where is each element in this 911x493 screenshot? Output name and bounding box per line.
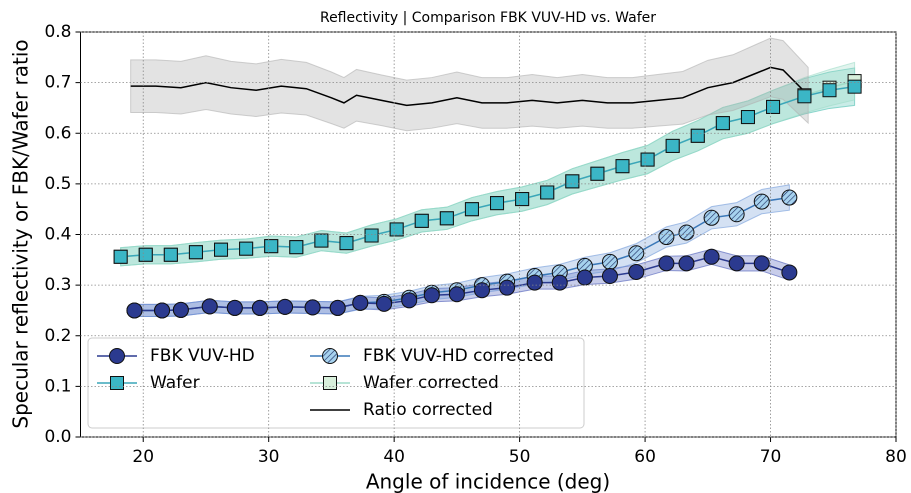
marker	[628, 245, 645, 262]
marker	[658, 229, 675, 246]
x-tick-label: 80	[885, 447, 907, 467]
marker	[264, 239, 279, 254]
marker	[329, 299, 346, 316]
y-tick-label: 0.1	[44, 376, 71, 396]
marker	[490, 196, 505, 211]
marker	[401, 292, 418, 309]
marker	[703, 248, 720, 265]
x-tick-label: 20	[132, 447, 154, 467]
marker	[515, 192, 530, 207]
y-tick-label: 0.5	[44, 174, 71, 194]
marker	[540, 185, 555, 200]
marker	[352, 294, 369, 311]
marker	[576, 269, 593, 286]
marker	[448, 286, 465, 303]
marker	[464, 202, 479, 217]
y-tick-label: 0.3	[44, 275, 71, 295]
marker	[226, 299, 243, 316]
series-line	[130, 66, 809, 107]
marker	[113, 249, 128, 264]
marker	[590, 166, 605, 181]
x-tick-label: 70	[760, 447, 782, 467]
y-tick-label: 0.8	[44, 22, 71, 42]
marker	[526, 274, 543, 291]
error-band	[130, 37, 809, 132]
y-tick-label: 0.7	[44, 73, 71, 93]
marker	[628, 263, 645, 280]
marker	[110, 376, 124, 390]
legend-label: Wafer corrected	[363, 373, 499, 393]
marker	[289, 240, 304, 255]
marker	[414, 213, 429, 228]
marker	[615, 159, 630, 174]
x-axis-label: Angle of incidence (deg)	[366, 470, 610, 493]
marker	[499, 279, 516, 296]
marker	[277, 298, 294, 315]
marker	[640, 152, 655, 167]
marker	[781, 264, 798, 281]
marker	[389, 222, 404, 237]
marker	[753, 255, 770, 272]
marker	[565, 174, 580, 189]
marker	[766, 99, 781, 114]
marker	[703, 209, 720, 226]
marker	[678, 255, 695, 272]
x-tick-label: 60	[634, 447, 656, 467]
marker	[322, 348, 338, 364]
chart-title: Reflectivity | Comparison FBK VUV-HD vs.…	[320, 10, 656, 26]
marker	[201, 298, 218, 315]
legend-label: Ratio corrected	[363, 400, 493, 420]
y-tick-label: 0.2	[44, 326, 71, 346]
marker	[439, 211, 454, 226]
marker	[601, 253, 618, 270]
marker	[473, 282, 490, 299]
marker	[740, 110, 755, 125]
marker	[323, 376, 337, 390]
marker	[314, 233, 329, 248]
legend-label: Wafer	[150, 373, 200, 393]
marker	[364, 228, 379, 243]
marker	[658, 255, 675, 272]
legend: FBK VUV-HD Wafer FBK VUV-HD corrected Wafer…	[87, 337, 585, 429]
marker	[665, 138, 680, 153]
marker	[690, 128, 705, 143]
marker	[376, 295, 393, 312]
marker	[138, 247, 153, 262]
marker	[109, 348, 125, 364]
marker	[423, 287, 440, 304]
marker	[601, 268, 618, 285]
marker	[126, 302, 143, 319]
y-tick-label: 0.6	[44, 123, 71, 143]
marker	[339, 236, 354, 251]
legend-label: FBK VUV-HD	[150, 346, 255, 366]
marker	[753, 193, 770, 210]
marker	[728, 206, 745, 223]
marker	[822, 83, 837, 98]
marker	[188, 245, 203, 260]
marker	[154, 302, 171, 319]
x-tick-label: 50	[509, 447, 531, 467]
marker	[715, 116, 730, 131]
x-tick-label: 40	[383, 447, 405, 467]
y-tick-label: 0.4	[44, 225, 71, 245]
marker	[163, 247, 178, 262]
legend-label: FBK VUV-HD corrected	[363, 346, 554, 366]
marker	[797, 89, 812, 104]
y-axis-label: Specular reflectivity or FBK/Wafer ratio	[9, 39, 33, 428]
x-tick-label: 30	[258, 447, 280, 467]
marker	[678, 224, 695, 241]
y-tick-label: 0.0	[44, 427, 71, 447]
marker	[304, 299, 321, 316]
marker	[551, 274, 568, 291]
marker	[781, 189, 798, 206]
marker	[847, 79, 862, 94]
marker	[214, 242, 229, 257]
marker	[172, 301, 189, 318]
marker	[239, 241, 254, 256]
plot-area	[113, 37, 862, 319]
marker	[251, 299, 268, 316]
marker	[728, 255, 745, 272]
